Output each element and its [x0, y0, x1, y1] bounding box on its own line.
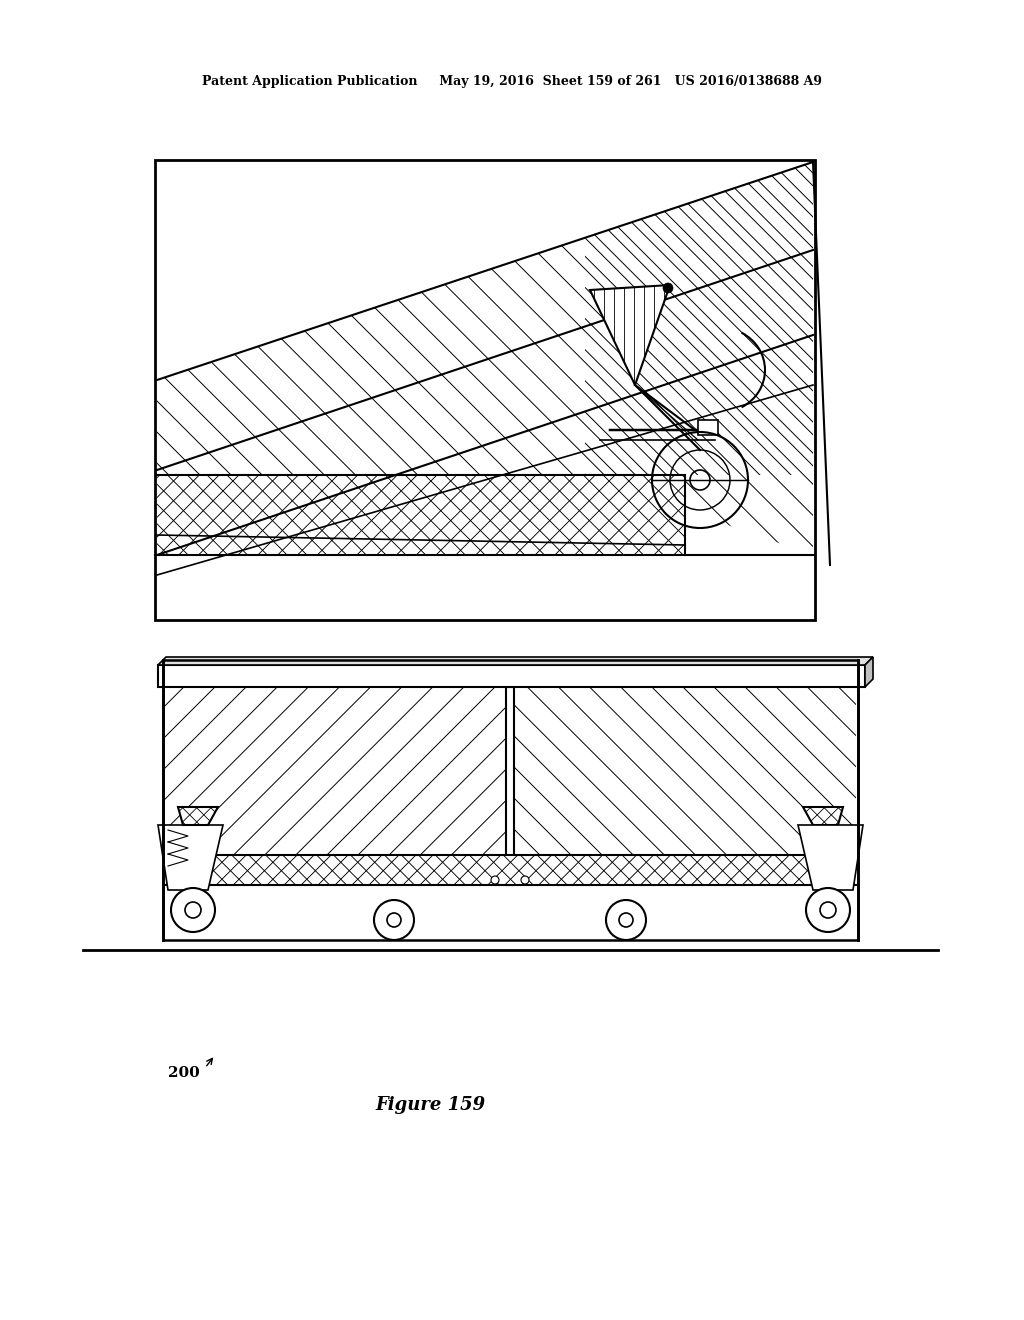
Polygon shape: [510, 686, 856, 884]
Polygon shape: [158, 657, 873, 665]
Circle shape: [185, 902, 201, 917]
Circle shape: [374, 900, 414, 940]
Circle shape: [521, 876, 529, 884]
Polygon shape: [158, 825, 223, 890]
Polygon shape: [165, 686, 510, 884]
Polygon shape: [178, 807, 218, 825]
Bar: [163, 660, 858, 940]
Circle shape: [171, 888, 215, 932]
Polygon shape: [803, 807, 843, 825]
Circle shape: [806, 888, 850, 932]
Circle shape: [387, 913, 401, 927]
Circle shape: [490, 876, 499, 884]
Polygon shape: [798, 825, 863, 890]
Polygon shape: [157, 162, 813, 475]
Bar: [506, 686, 514, 884]
Circle shape: [606, 900, 646, 940]
Circle shape: [618, 913, 633, 927]
Polygon shape: [157, 162, 813, 380]
Bar: [155, 160, 815, 620]
Circle shape: [663, 282, 673, 293]
Bar: [155, 160, 815, 620]
Polygon shape: [157, 475, 685, 554]
Bar: [163, 660, 858, 940]
Polygon shape: [165, 855, 856, 884]
Text: 200: 200: [168, 1067, 200, 1080]
Text: Patent Application Publication     May 19, 2016  Sheet 159 of 261   US 2016/0138: Patent Application Publication May 19, 2…: [202, 75, 822, 88]
Circle shape: [820, 902, 836, 917]
Bar: [158, 665, 865, 686]
Bar: [698, 420, 718, 436]
Polygon shape: [590, 285, 670, 385]
Polygon shape: [865, 657, 873, 686]
Text: Figure 159: Figure 159: [375, 1096, 485, 1114]
